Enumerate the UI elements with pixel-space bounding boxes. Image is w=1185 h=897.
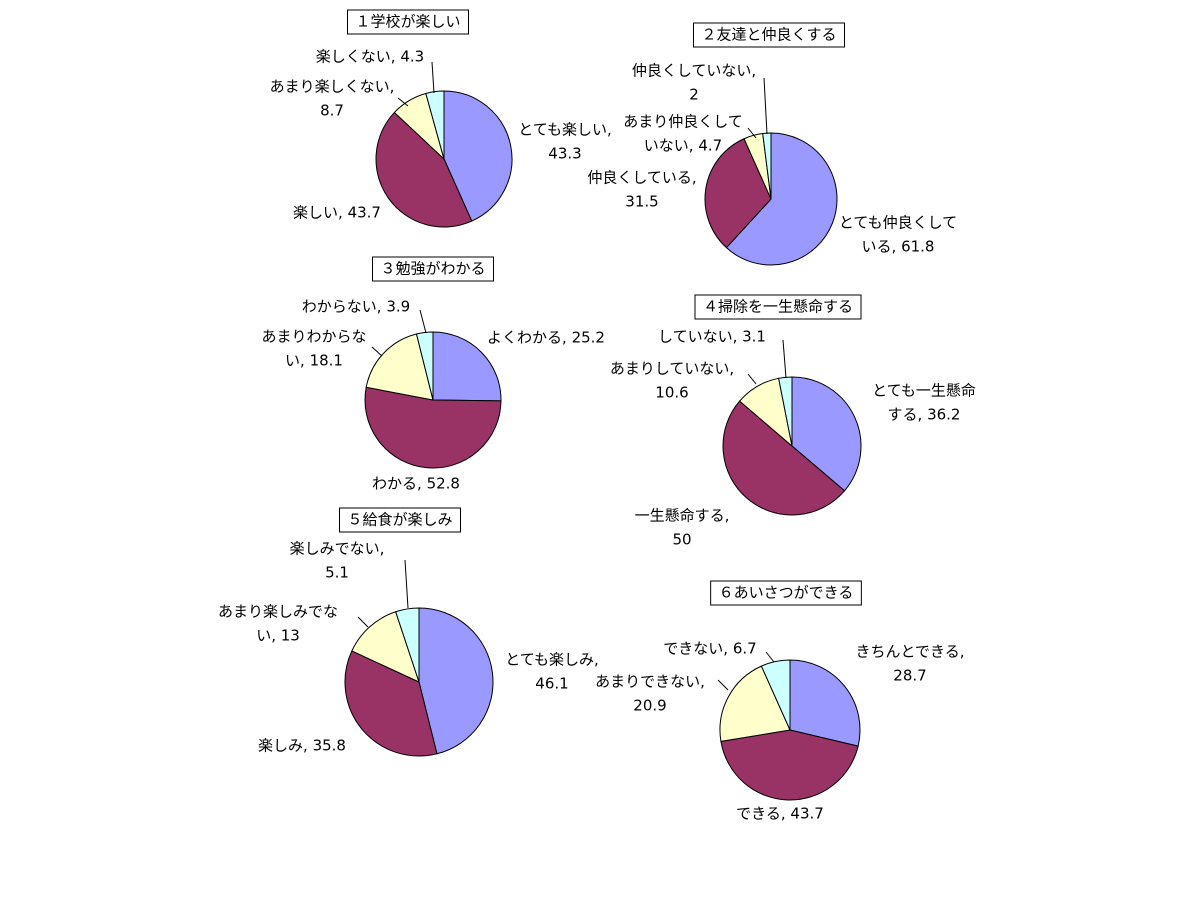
data-label: 43.3 bbox=[548, 145, 581, 163]
data-label: 一生懸命する, bbox=[635, 507, 730, 525]
data-label: 楽しみでない, bbox=[290, 540, 385, 558]
data-label: あまりできない, bbox=[595, 673, 705, 691]
pie-slice bbox=[432, 331, 502, 402]
data-label: わからない, 3.9 bbox=[302, 298, 410, 316]
chart-title: ４掃除を一生懸命する bbox=[703, 298, 853, 316]
chart-title: ３勉強がわかる bbox=[380, 260, 485, 278]
pie-slice bbox=[425, 90, 445, 160]
data-label: 楽しくない, 4.3 bbox=[316, 48, 424, 66]
title-box bbox=[338, 507, 462, 533]
leader-line bbox=[782, 339, 787, 379]
data-label: 2 bbox=[689, 86, 699, 104]
pie-slice bbox=[443, 90, 513, 222]
data-label: あまりしていない, bbox=[610, 360, 734, 378]
title-box bbox=[692, 22, 846, 48]
leader-line bbox=[765, 651, 775, 663]
data-label: いる, 61.8 bbox=[862, 238, 935, 256]
data-label: いない, 4.7 bbox=[644, 137, 722, 155]
pie-slice bbox=[778, 376, 793, 447]
leader-line bbox=[431, 61, 435, 94]
data-label: 50 bbox=[672, 531, 691, 549]
pie-slice bbox=[791, 376, 862, 492]
data-label: 8.7 bbox=[320, 102, 344, 120]
data-label: とても仲良くして bbox=[839, 214, 957, 232]
data-label: していない, 3.1 bbox=[658, 328, 766, 346]
chart-title: ５給食が楽しみ bbox=[347, 511, 452, 529]
data-label: できない, 6.7 bbox=[663, 640, 756, 658]
pie-slice bbox=[704, 138, 772, 249]
pie-slice bbox=[418, 607, 494, 755]
data-label: きちんとできる, bbox=[855, 643, 964, 661]
data-label: い, 13 bbox=[256, 627, 300, 645]
data-label: あまりわからな bbox=[261, 328, 366, 346]
leader-line bbox=[747, 373, 757, 385]
data-label: 10.6 bbox=[655, 384, 688, 402]
data-label: あまり仲良くして bbox=[623, 113, 743, 131]
title-box bbox=[346, 9, 470, 35]
title-box bbox=[371, 256, 495, 282]
data-label: 5.1 bbox=[325, 564, 349, 582]
leader-line bbox=[404, 559, 409, 609]
pie-slice bbox=[375, 111, 473, 228]
title-box bbox=[710, 580, 862, 606]
data-label: 仲良くしている, bbox=[587, 169, 696, 187]
chart-title: ２友達と仲良くする bbox=[701, 26, 836, 44]
chart-title: ６あいさつができる bbox=[719, 584, 854, 602]
data-label: よくわかる, 25.2 bbox=[487, 329, 605, 347]
pie-slice bbox=[351, 611, 420, 683]
leader-line bbox=[419, 309, 427, 334]
pie-slice bbox=[720, 729, 859, 801]
pie-slice bbox=[725, 132, 838, 266]
data-label: 仲良くしていない, bbox=[632, 62, 756, 80]
data-label: 20.9 bbox=[633, 697, 666, 715]
data-label: 46.1 bbox=[535, 675, 568, 693]
data-label: あまり楽しみでな bbox=[218, 603, 338, 621]
pie-chart: とても楽しい, 43.3 楽しい, 43.7 あまり楽しくない, 8.7 楽しくない, 4… bbox=[270, 9, 612, 228]
leader-line bbox=[397, 97, 409, 107]
data-label: い, 18.1 bbox=[285, 352, 343, 370]
data-label: する, 36.2 bbox=[888, 406, 961, 424]
leader-line bbox=[357, 616, 369, 628]
title-box bbox=[694, 294, 862, 320]
data-label: 31.5 bbox=[625, 193, 658, 211]
leader-line bbox=[747, 127, 757, 139]
pie-slice bbox=[719, 665, 791, 742]
pie-chart: きちんとできる, 28.7 できる, 43.7 あまりできない, 20.9 できない, 6… bbox=[595, 580, 965, 823]
pie-slice bbox=[415, 331, 434, 401]
data-label: 楽しい, 43.7 bbox=[293, 204, 381, 222]
leader-line bbox=[763, 77, 768, 135]
data-label: とても一生懸命 bbox=[872, 382, 976, 400]
leader-line bbox=[371, 346, 383, 357]
data-label: わかる, 52.8 bbox=[372, 475, 460, 493]
data-label: とても楽しみ, bbox=[505, 651, 599, 669]
leader-line bbox=[717, 679, 729, 691]
data-label: 楽しみ, 35.8 bbox=[258, 737, 346, 755]
pie-slice bbox=[395, 607, 420, 683]
data-label: 28.7 bbox=[893, 667, 926, 685]
data-label: できる, 43.7 bbox=[736, 805, 824, 823]
data-label: あまり楽しくない, bbox=[270, 78, 395, 96]
pie-slice bbox=[364, 386, 502, 469]
pie-slice bbox=[760, 659, 791, 731]
pie-slice bbox=[365, 333, 434, 401]
chart-title: １学校が楽しい bbox=[355, 13, 460, 31]
pie-slice bbox=[789, 659, 861, 747]
pie-slice bbox=[722, 400, 846, 516]
pie-slice bbox=[344, 650, 438, 757]
data-label: とても楽しい, bbox=[518, 121, 612, 139]
